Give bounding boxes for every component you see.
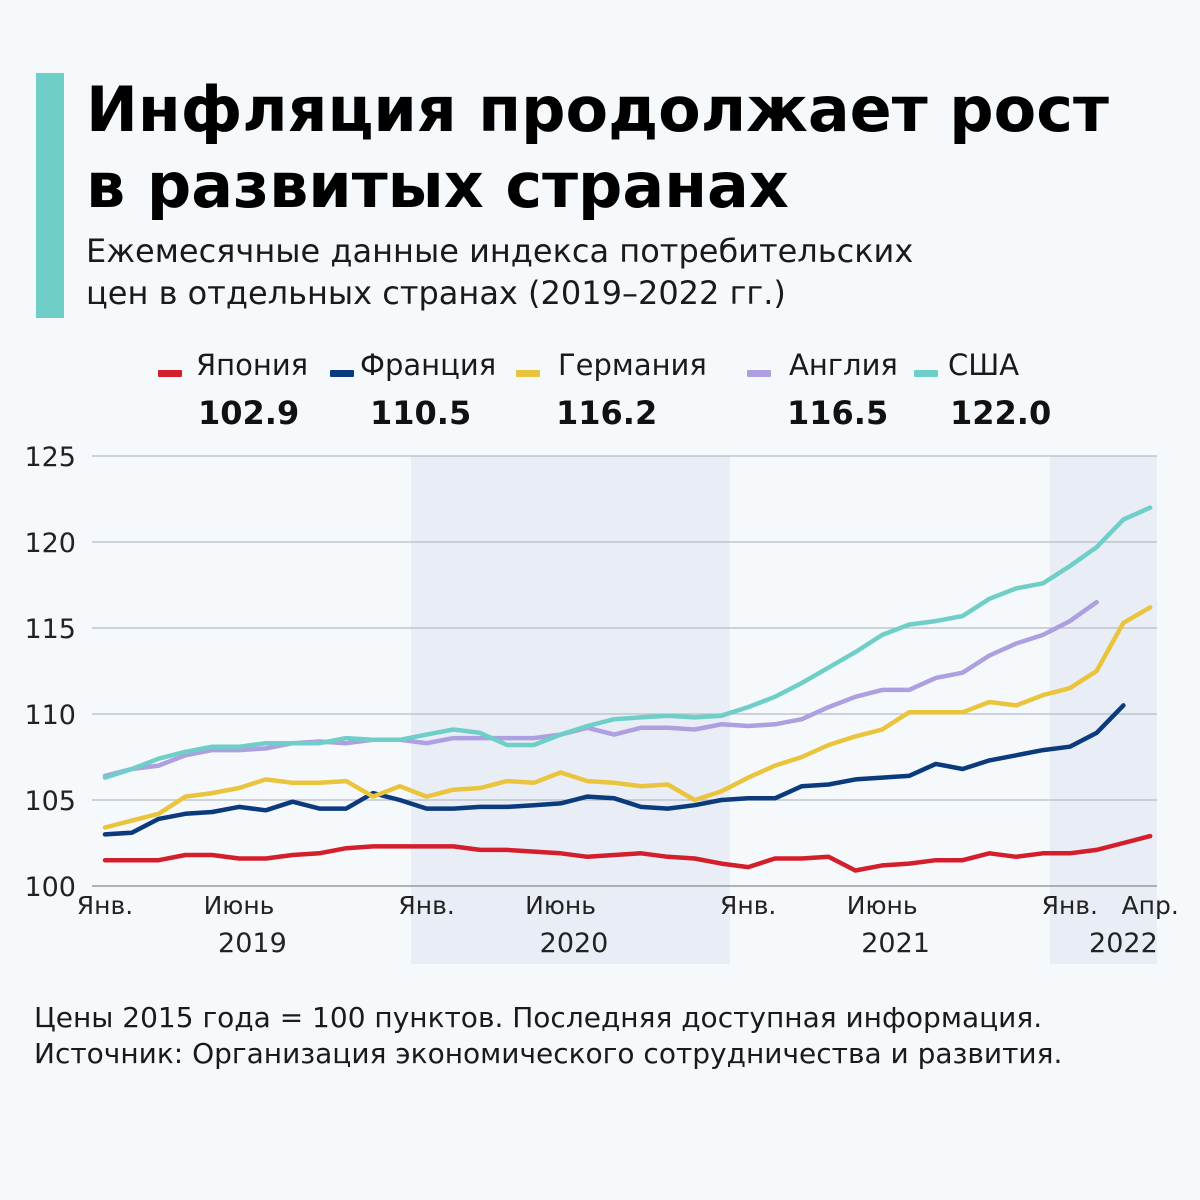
legend-label-germany: Германия [558, 348, 707, 382]
accent-bar [36, 73, 64, 318]
y-tick-label-105: 105 [24, 786, 76, 817]
y-tick-label-120: 120 [24, 528, 76, 559]
base-year-note: Цены 2015 года = 100 пунктов. Последняя … [34, 1001, 1043, 1034]
legend-label-england: Англия [789, 348, 898, 382]
legend-value-germany: 116.2 [556, 394, 658, 432]
year-band-2022 [1050, 456, 1157, 964]
legend-label-france: Франция [360, 348, 497, 382]
year-label-2019: 2019 [218, 928, 287, 959]
year-label-2020: 2020 [540, 928, 609, 959]
cpi-line-chart: 100 105 110 115 120 125 Янв. Июнь Янв. Июнь Янв. Ию… [24, 442, 1179, 964]
series-line-0 [102, 833, 1153, 873]
legend-swatch-germany [516, 370, 540, 377]
legend-swatch-usa [914, 370, 938, 377]
legend-swatch-france [330, 370, 354, 377]
x-tick-label-6: Янв. [1042, 891, 1098, 920]
x-tick-label-4: Янв. [720, 891, 776, 920]
chart-notes: Цены 2015 года = 100 пунктов. Последняя … [34, 1000, 1062, 1072]
y-tick-label-115: 115 [24, 614, 76, 645]
title-line-1: Инфляция продолжает рост [86, 73, 1109, 146]
legend-value-france: 110.5 [370, 394, 472, 432]
legend-label-usa: США [948, 348, 1020, 382]
legend-value-usa: 122.0 [950, 394, 1052, 432]
subtitle-line-1: Ежемесячные данные индекса потребительск… [86, 232, 914, 270]
x-tick-label-1: Июнь [204, 891, 275, 920]
legend-label-japan: Япония [196, 348, 309, 382]
legend-value-japan: 102.9 [198, 394, 300, 432]
page-subtitle: Ежемесячные данные индекса потребительск… [86, 230, 1186, 314]
y-tick-label-110: 110 [24, 700, 76, 731]
title-line-2: в развитых странах [86, 149, 789, 222]
y-tick-label-100: 100 [24, 872, 76, 903]
series-line-1 [102, 703, 1126, 837]
x-tick-label-2: Янв. [398, 891, 454, 920]
x-tick-label-5: Июнь [847, 891, 918, 920]
series-line-3 [102, 599, 1099, 779]
year-band-2020 [411, 456, 730, 964]
year-label-2022: 2022 [1089, 928, 1158, 959]
y-tick-label-125: 125 [24, 442, 76, 473]
legend-value-england: 116.5 [787, 394, 889, 432]
x-tick-label-3: Июнь [525, 891, 596, 920]
series-line-4 [102, 505, 1153, 780]
x-tick-label-0: Янв. [77, 891, 133, 920]
legend-swatch-england [747, 370, 771, 377]
x-tick-label-7: Апр. [1122, 891, 1179, 920]
source-note: Источник: Организация экономического сот… [34, 1037, 1063, 1070]
year-label-2021: 2021 [861, 928, 930, 959]
page-title: Инфляция продолжает рост в развитых стра… [86, 72, 1186, 224]
series-line-2 [102, 605, 1153, 830]
subtitle-line-2: цен в отдельных странах (2019–2022 гг.) [86, 274, 786, 312]
legend-swatch-japan [158, 370, 182, 377]
